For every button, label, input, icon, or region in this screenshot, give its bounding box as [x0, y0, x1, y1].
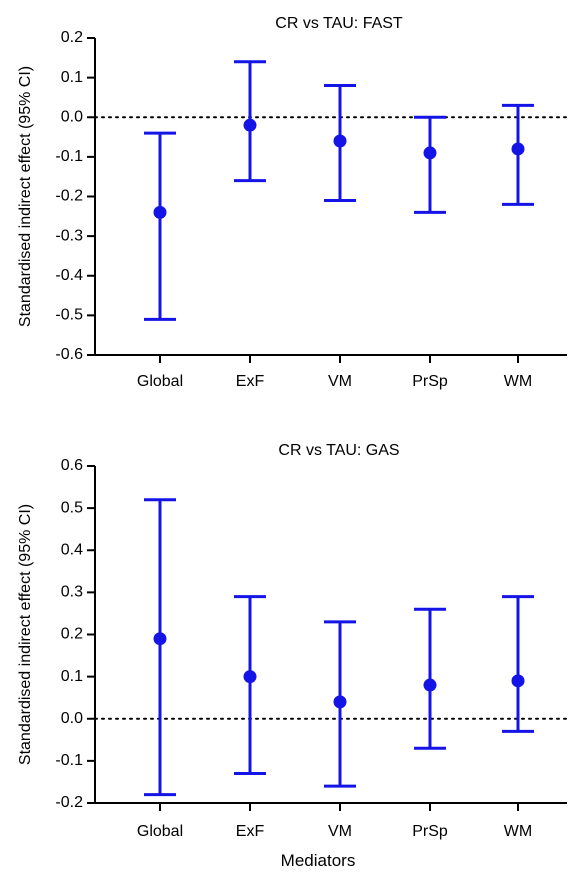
- y-tick-label: 0.3: [61, 584, 83, 601]
- y-tick-label: -0.3: [55, 227, 83, 244]
- data-point: [333, 695, 347, 709]
- x-axis-label: Mediators: [281, 851, 356, 870]
- x-tick-label: Global: [137, 823, 183, 840]
- data-point: [243, 118, 257, 132]
- x-tick-label: PrSp: [412, 373, 448, 390]
- y-tick-label: 0.1: [61, 668, 83, 685]
- y-tick-label: -0.2: [55, 188, 83, 205]
- y-tick-label: -0.1: [55, 148, 83, 165]
- chart-panel-gas: CR vs TAU: GAS Standardised indirect effe…: [17, 442, 568, 840]
- chart-title: CR vs TAU: GAS: [278, 442, 399, 459]
- x-tick-label: VM: [328, 823, 352, 840]
- x-tick-label: Global: [137, 373, 183, 390]
- x-tick-label: VM: [328, 373, 352, 390]
- y-axis-label: Standardised indirect effect (95% CI): [17, 504, 34, 765]
- x-tick-label: ExF: [236, 823, 265, 840]
- y-tick-label: 0.2: [61, 29, 83, 46]
- data-point: [333, 134, 347, 148]
- y-tick-label: -0.6: [55, 346, 83, 363]
- data-point: [423, 678, 437, 692]
- y-tick-label: 0.5: [61, 499, 83, 516]
- chart-title: CR vs TAU: FAST: [275, 15, 403, 32]
- y-tick-label: -0.2: [55, 794, 83, 811]
- x-tick-label: WM: [504, 823, 532, 840]
- y-tick-label: 0.2: [61, 626, 83, 643]
- y-tick-label: -0.5: [55, 307, 83, 324]
- y-tick-label: 0.0: [61, 108, 83, 125]
- y-tick-label: 0.0: [61, 710, 83, 727]
- data-point: [511, 142, 525, 156]
- data-point: [153, 205, 167, 219]
- chart-panel-fast: CR vs TAU: FAST Standardised indirect eff…: [17, 15, 568, 390]
- data-point: [243, 670, 257, 684]
- y-tick-label: -0.1: [55, 752, 83, 769]
- x-tick-label: WM: [504, 373, 532, 390]
- x-tick-label: ExF: [236, 373, 265, 390]
- y-tick-label: 0.4: [61, 541, 83, 558]
- y-axis-label: Standardised indirect effect (95% CI): [17, 66, 34, 327]
- data-point: [511, 674, 525, 688]
- data-point: [153, 632, 167, 646]
- x-tick-label: PrSp: [412, 823, 448, 840]
- y-tick-label: 0.6: [61, 457, 83, 474]
- y-tick-label: -0.4: [55, 267, 83, 284]
- data-point: [423, 146, 437, 160]
- y-tick-label: 0.1: [61, 69, 83, 86]
